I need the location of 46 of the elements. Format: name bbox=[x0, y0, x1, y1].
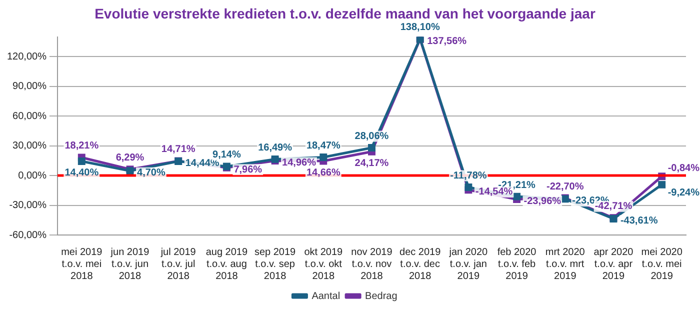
data-label: 24,17% bbox=[354, 158, 389, 169]
x-tick-label: okt 2019 t.o.v. okt 2018 bbox=[304, 246, 344, 282]
legend-label: Bedrag bbox=[365, 290, 398, 302]
data-label: 4,70% bbox=[136, 168, 166, 179]
data-label: 14,96% bbox=[282, 157, 316, 168]
y-tick-label: 30,00% bbox=[12, 140, 47, 152]
x-tick-label: jan 2020 t.o.v. jan 2019 bbox=[448, 246, 488, 282]
data-label: 28,06% bbox=[354, 130, 389, 142]
y-tick-label: -60,00% bbox=[9, 230, 47, 241]
chart-title: Evolutie verstrekte kredieten t.o.v. dezelfde maand van het voorgaande jaar bbox=[94, 5, 596, 22]
data-label: 137,56% bbox=[427, 36, 467, 47]
data-label: 14,71% bbox=[161, 144, 196, 156]
data-label: 9,14% bbox=[212, 150, 241, 161]
y-tick-label: 90,00% bbox=[12, 81, 47, 92]
x-tick-label: aug 2019 t.o.v. aug 2018 bbox=[206, 246, 248, 282]
x-tick-label: jun 2019 t.o.v. jun 2018 bbox=[110, 246, 150, 282]
data-label: 138,10% bbox=[400, 22, 440, 33]
x-tick-label: nov 2019 t.o.v. nov 2018 bbox=[351, 246, 393, 282]
y-tick-label: -30,00% bbox=[9, 200, 47, 212]
data-label: -14,54% bbox=[475, 186, 513, 198]
y-tick-label: 120,00% bbox=[6, 51, 47, 62]
x-tick-label: dec 2019 t.o.v. dec 2018 bbox=[400, 246, 442, 282]
x-tick-label: sep 2019 t.o.v. sep 2018 bbox=[254, 246, 296, 282]
data-label: 18,47% bbox=[306, 140, 340, 152]
data-label: -43,61% bbox=[620, 216, 658, 227]
x-tick-label: mei 2019 t.o.v. mei 2018 bbox=[61, 246, 103, 282]
x-tick-label: jul 2019 t.o.v. jul 2018 bbox=[160, 246, 196, 282]
data-label: 6,29% bbox=[116, 152, 144, 164]
data-label: 18,21% bbox=[64, 140, 99, 152]
legend-label: Aantal bbox=[312, 290, 340, 302]
data-label: 7,96% bbox=[234, 164, 262, 176]
y-tick-label: 0,00% bbox=[18, 170, 47, 182]
x-tick-label: apr 2020 t.o.v. apr 2019 bbox=[594, 246, 634, 282]
data-label: 14,66% bbox=[306, 167, 340, 178]
data-label: 16,49% bbox=[258, 142, 292, 154]
data-label: 14,44% bbox=[185, 158, 220, 169]
data-label: -0,84% bbox=[668, 163, 700, 174]
x-tick-label: mrt 2020 t.o.v. mrt 2019 bbox=[545, 246, 586, 282]
x-tick-label: feb 2020 t.o.v. feb 2019 bbox=[497, 246, 537, 282]
y-tick-label: 60,00% bbox=[12, 110, 47, 122]
data-label: -9,24% bbox=[668, 187, 700, 198]
data-label: -11,78% bbox=[450, 170, 487, 182]
data-label: 14,40% bbox=[64, 168, 99, 179]
x-tick-label: mei 2020 t.o.v. mei 2019 bbox=[641, 246, 683, 282]
data-label: -22,70% bbox=[546, 181, 584, 192]
data-label: -23,96% bbox=[524, 196, 562, 208]
